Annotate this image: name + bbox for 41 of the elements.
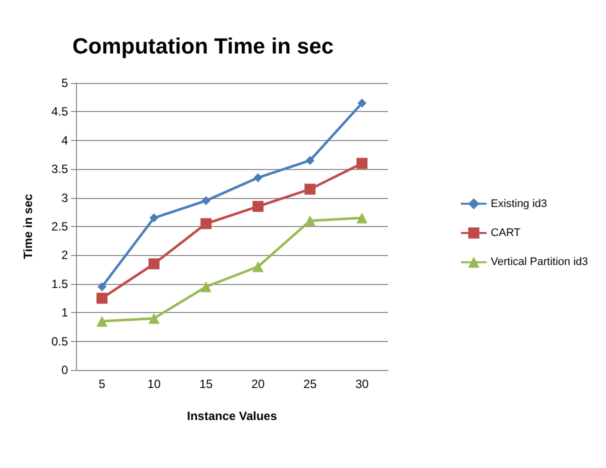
y-tick-label: 0.5 xyxy=(51,334,68,348)
x-tick-label: 10 xyxy=(147,377,161,391)
y-axis-title: Time in sec xyxy=(21,194,35,260)
legend-label: Vertical Partition id3 xyxy=(490,256,588,268)
y-tick-label: 5 xyxy=(61,76,68,90)
point xyxy=(252,200,264,212)
point xyxy=(356,158,368,169)
y-tick-label: 0 xyxy=(61,363,68,377)
x-tick-label: 25 xyxy=(303,377,317,391)
point xyxy=(148,312,160,324)
point xyxy=(98,282,106,292)
chart-title: Computation Time in sec xyxy=(72,34,334,58)
point xyxy=(304,215,316,226)
point xyxy=(356,212,368,224)
point xyxy=(358,98,366,108)
point xyxy=(306,156,314,165)
x-tick-label: 5 xyxy=(98,377,106,391)
point xyxy=(254,173,262,182)
x-tick-label: 15 xyxy=(199,377,213,391)
y-tick-label: 2.5 xyxy=(51,220,68,234)
y-tick-label: 1.5 xyxy=(51,276,68,291)
x-tick-label: 20 xyxy=(251,377,265,391)
point xyxy=(304,184,316,195)
point xyxy=(150,213,158,222)
point xyxy=(202,196,210,206)
point xyxy=(200,218,212,230)
legend-label: CART xyxy=(490,227,521,239)
y-tick-label: 4.5 xyxy=(51,104,68,119)
y-tick-label: 2 xyxy=(61,248,68,262)
legend-label: Existing id3 xyxy=(490,198,548,210)
point xyxy=(252,261,264,272)
point xyxy=(200,281,212,292)
x-axis-title: Instance Values xyxy=(186,409,278,423)
point xyxy=(148,258,160,270)
x-tick-label: 30 xyxy=(355,377,369,391)
point xyxy=(96,316,108,327)
y-tick-label: 4 xyxy=(61,133,68,148)
point xyxy=(96,292,108,304)
y-tick-label: 1 xyxy=(61,306,68,320)
y-tick-label: 3 xyxy=(61,190,68,205)
y-tick-label: 3.5 xyxy=(51,162,68,176)
